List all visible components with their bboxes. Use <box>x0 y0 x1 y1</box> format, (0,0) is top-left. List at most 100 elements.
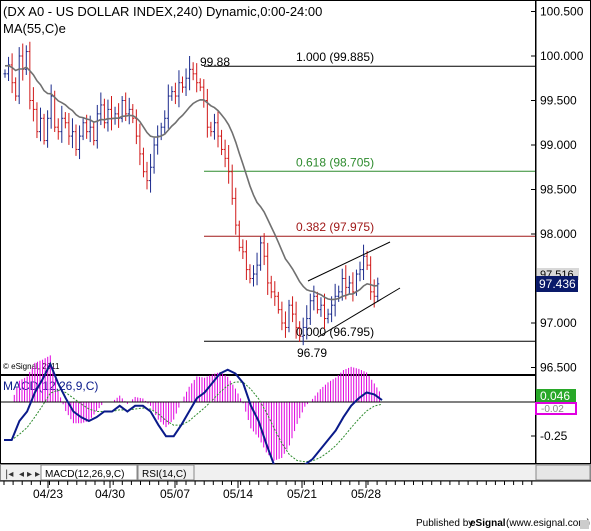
price-bar <box>234 187 238 235</box>
price-bar <box>177 70 181 108</box>
time-axis-label: 05/28 <box>351 487 381 501</box>
price-bar <box>10 53 14 94</box>
price-tick-label: 99.500 <box>540 94 577 108</box>
time-axis-label: 05/07 <box>160 487 190 501</box>
price-bar <box>17 47 21 105</box>
price-bar <box>63 112 67 129</box>
tab-prev-icon[interactable]: ◂ <box>19 469 24 480</box>
price-bar <box>95 104 99 149</box>
price-bar <box>92 121 96 146</box>
price-bar <box>195 63 199 93</box>
price-bar <box>141 147 145 178</box>
price-bar <box>369 256 373 300</box>
price-bars <box>3 41 380 346</box>
price-bar <box>46 110 50 148</box>
price-bar <box>205 88 209 138</box>
tab-last-icon[interactable]: ▸| <box>35 469 43 480</box>
price-bar <box>106 99 110 132</box>
price-bar <box>56 118 60 140</box>
price-bar <box>31 87 35 122</box>
high-annotation: 99.88 <box>200 55 230 69</box>
tab-bar-scroll[interactable] <box>535 464 591 481</box>
price-bar <box>376 277 380 302</box>
price-bar <box>259 236 263 271</box>
price-axis: 100.500 100.000 99.500 99.000 98.500 98.000 97… <box>531 5 584 375</box>
macd-value-badge <box>536 389 576 403</box>
tab-rsi-label: RSI(14,C) <box>142 469 186 480</box>
tab-rsi[interactable] <box>137 464 195 481</box>
price-bar <box>152 137 156 174</box>
price-bar <box>216 110 220 148</box>
fib-level-label: 0.000 (96.795) <box>296 325 374 339</box>
price-panel <box>0 0 536 375</box>
price-tick-label: 99.000 <box>540 138 577 152</box>
price-bar <box>181 76 184 93</box>
current-price-label: 97.436 <box>539 277 576 291</box>
price-bar <box>248 264 252 284</box>
tab-next-icon[interactable]: ▸ <box>27 469 32 480</box>
price-bar <box>163 110 167 135</box>
price-bar <box>333 283 337 317</box>
time-axis-label: 05/14 <box>223 487 253 501</box>
price-bar <box>3 69 7 78</box>
price-bar <box>120 96 124 123</box>
price-bar <box>308 293 312 325</box>
price-bar <box>312 285 316 311</box>
price-tick-label: 98.000 <box>540 227 577 241</box>
price-bar <box>184 68 188 96</box>
price-bar <box>372 279 376 308</box>
macd-line <box>4 361 383 484</box>
price-bar <box>294 301 298 339</box>
moving-average-line <box>4 64 378 301</box>
price-bar <box>291 296 295 323</box>
price-bar <box>74 124 78 156</box>
price-bar <box>237 220 241 252</box>
price-bar <box>42 113 46 145</box>
footer-resize-grip[interactable] <box>580 520 589 529</box>
signal-value-label: -0.02 <box>541 404 564 415</box>
chart-title: (DX A0 - US DOLLAR INDEX,240) Dynamic,0:… <box>3 4 322 19</box>
footer-brand: eSignal <box>470 518 506 529</box>
price-bar <box>269 275 273 299</box>
price-bar <box>145 161 149 190</box>
price-bar <box>39 107 42 142</box>
tab-macd[interactable] <box>40 464 138 481</box>
low-annotation: 96.79 <box>297 346 327 360</box>
price-bar <box>326 308 330 324</box>
fib-level-label: 0.618 (98.705) <box>296 155 374 169</box>
price-tick-label: 100.500 <box>540 5 584 19</box>
footer-published-by: Published by <box>416 518 473 529</box>
copyright-label: © eSignal, 2011 <box>3 362 60 371</box>
footer-url: (www.esignal.com) <box>506 518 590 529</box>
tab-first-icon[interactable]: |◂ <box>5 469 13 480</box>
price-bar <box>212 113 216 140</box>
macd-tick-label: -0.25 <box>540 429 568 443</box>
price-bar <box>102 98 106 129</box>
macd-value-label: 0.046 <box>540 389 570 403</box>
price-bar <box>358 261 362 282</box>
price-bar <box>301 317 305 346</box>
price-bar <box>330 296 334 323</box>
current-price-badge <box>536 276 578 292</box>
price-bar <box>315 291 319 314</box>
price-bar <box>78 125 82 160</box>
price-bar <box>131 104 135 124</box>
footer-bar <box>0 511 591 531</box>
price-bar <box>223 139 227 168</box>
price-bar <box>347 275 351 294</box>
price-bar <box>138 123 142 166</box>
price-bar <box>60 105 64 143</box>
price-bar <box>149 153 153 193</box>
price-bar <box>209 121 213 137</box>
price-bar <box>340 268 344 301</box>
time-axis-label: 04/23 <box>33 487 63 501</box>
tab-nav-arrows[interactable]: |◂ ◂ ▸ ▸| <box>5 469 43 480</box>
price-tick-label: 98.500 <box>540 183 577 197</box>
price-bar <box>188 56 192 91</box>
price-bar <box>70 118 74 149</box>
price-bar <box>24 45 28 75</box>
price-bar <box>28 41 32 110</box>
price-bar <box>280 301 284 331</box>
price-bar <box>287 299 291 333</box>
